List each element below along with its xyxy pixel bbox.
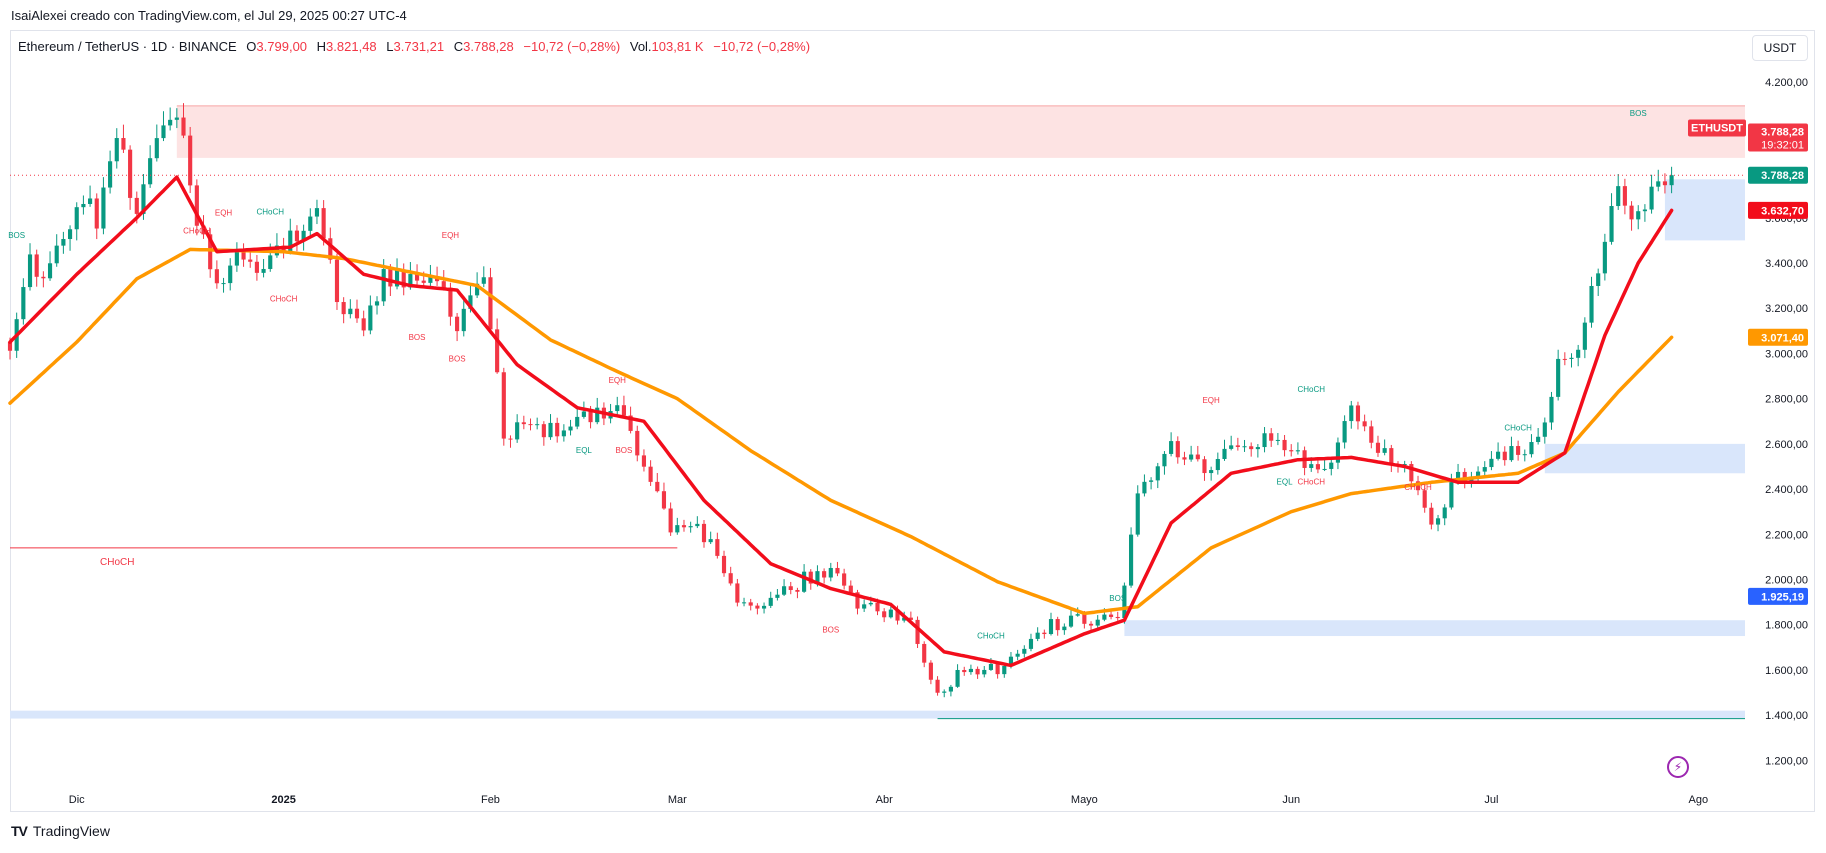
change-value: −10,72 (−0,28%) [523, 39, 620, 54]
volume-label: Vol. [630, 39, 652, 54]
open-value: 3.799,00 [256, 39, 307, 54]
footer-brand-label: TradingView [33, 823, 110, 839]
ohlc-legend: Ethereum / TetherUS · 1D · BINANCE O3.79… [18, 39, 810, 54]
footer-brand: TV TradingView [11, 823, 110, 839]
tradingview-logo-icon: TV [11, 823, 27, 839]
close-label: C [454, 39, 463, 54]
low-label: L [386, 39, 393, 54]
close-value: 3.788,28 [463, 39, 514, 54]
chart-caption: IsaiAlexei creado con TradingView.com, e… [11, 8, 407, 23]
lightning-icon[interactable]: ⚡ [1667, 756, 1689, 778]
volume-change: −10,72 (−0,28%) [713, 39, 810, 54]
open-label: O [246, 39, 256, 54]
currency-button[interactable]: USDT [1752, 35, 1808, 61]
volume-value: 103,81 K [652, 39, 704, 54]
symbol-title[interactable]: Ethereum / TetherUS · 1D · BINANCE [18, 39, 237, 54]
low-value: 3.731,21 [394, 39, 445, 54]
high-label: H [317, 39, 326, 54]
chart-frame[interactable] [10, 30, 1815, 812]
high-value: 3.821,48 [326, 39, 377, 54]
